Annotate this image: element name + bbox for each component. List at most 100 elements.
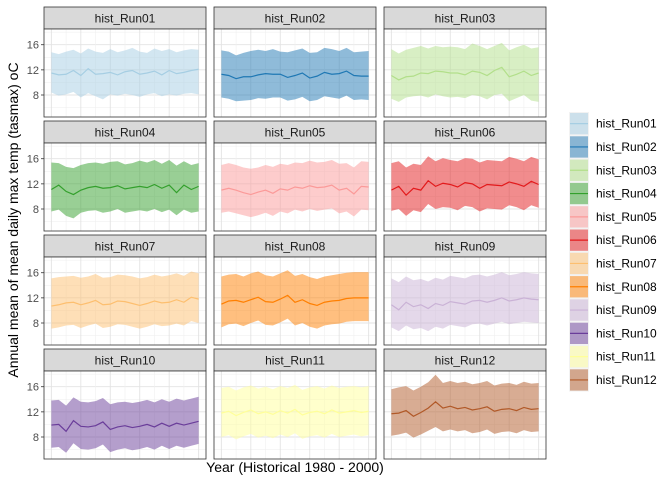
facet-strip-label: hist_Run08 bbox=[265, 240, 326, 254]
legend-label: hist_Run04 bbox=[596, 187, 657, 201]
y-axis-title: Annual mean of mean daily max temp (tasm… bbox=[5, 62, 21, 377]
y-tick-label: 8 bbox=[33, 90, 39, 102]
legend-item-hist_Run09: hist_Run09 bbox=[569, 298, 657, 322]
facet-strip-label: hist_Run10 bbox=[95, 354, 156, 368]
y-tick-label: 16 bbox=[27, 154, 39, 166]
facet-strip-label: hist_Run06 bbox=[435, 126, 496, 140]
mean-line-hist_Run01 bbox=[51, 67, 199, 77]
range-ribbon-hist_Run03 bbox=[391, 42, 539, 102]
panel-border bbox=[213, 256, 377, 346]
panel-border bbox=[383, 142, 547, 232]
facet-panels: hist_Run01 8 12 16 hist_Run02 hist_Run03 hist_… bbox=[27, 6, 547, 460]
mean-line-hist_Run11 bbox=[221, 408, 369, 417]
x-axis-title: Year (Historical 1980 - 2000) bbox=[206, 459, 384, 475]
facet-hist_Run01: hist_Run01 8 12 16 bbox=[27, 6, 207, 118]
legend-label: hist_Run02 bbox=[596, 140, 657, 154]
facet-hist_Run03: hist_Run03 bbox=[383, 6, 547, 118]
legend-item-hist_Run11: hist_Run11 bbox=[569, 345, 656, 369]
mean-line-hist_Run06 bbox=[391, 179, 539, 197]
facet-strip-label: hist_Run03 bbox=[435, 12, 496, 26]
range-ribbon-hist_Run05 bbox=[221, 159, 369, 218]
legend-label: hist_Run10 bbox=[596, 326, 657, 340]
panel-border bbox=[43, 256, 207, 346]
range-ribbon-hist_Run10 bbox=[51, 396, 199, 453]
range-ribbon-hist_Run12 bbox=[391, 374, 539, 438]
facet-hist_Run12: hist_Run12 bbox=[383, 348, 547, 460]
legend-item-hist_Run04: hist_Run04 bbox=[569, 181, 657, 206]
y-tick-label: 8 bbox=[33, 432, 39, 444]
y-tick-label: 8 bbox=[33, 318, 39, 330]
panel-border bbox=[383, 256, 547, 346]
legend-item-hist_Run01: hist_Run01 bbox=[569, 112, 657, 136]
panel-border bbox=[43, 370, 207, 460]
y-tick-label: 12 bbox=[27, 179, 39, 191]
y-tick-label: 16 bbox=[27, 382, 39, 394]
legend-label: hist_Run11 bbox=[596, 350, 656, 364]
mean-line-hist_Run12 bbox=[391, 401, 539, 417]
facet-strip-label: hist_Run09 bbox=[435, 240, 496, 254]
panel-border bbox=[43, 142, 207, 232]
facet-hist_Run09: hist_Run09 bbox=[383, 234, 547, 346]
panel-border bbox=[383, 370, 547, 460]
legend-label: hist_Run09 bbox=[596, 303, 657, 317]
facet-hist_Run10: hist_Run10 8 12 16 bbox=[27, 348, 207, 460]
y-tick-label: 16 bbox=[27, 268, 39, 280]
mean-line-hist_Run05 bbox=[221, 184, 369, 196]
range-ribbon-hist_Run08 bbox=[221, 270, 369, 329]
facet-hist_Run02: hist_Run02 bbox=[213, 6, 377, 118]
legend-item-hist_Run03: hist_Run03 bbox=[569, 158, 657, 182]
legend-label: hist_Run03 bbox=[596, 163, 657, 177]
facet-strip-label: hist_Run01 bbox=[95, 12, 156, 26]
facet-hist_Run11: hist_Run11 bbox=[213, 348, 377, 460]
range-ribbon-hist_Run01 bbox=[51, 47, 199, 100]
facet-strip-label: hist_Run07 bbox=[95, 240, 156, 254]
facet-hist_Run06: hist_Run06 bbox=[383, 120, 547, 232]
mean-line-hist_Run08 bbox=[221, 294, 369, 307]
facet-strip-label: hist_Run05 bbox=[265, 126, 326, 140]
range-ribbon-hist_Run02 bbox=[221, 47, 369, 102]
legend-label: hist_Run08 bbox=[596, 280, 657, 294]
facet-strip-label: hist_Run02 bbox=[265, 12, 326, 26]
mean-line-hist_Run10 bbox=[51, 419, 199, 433]
legend-item-hist_Run08: hist_Run08 bbox=[569, 275, 657, 299]
facet-strip-label: hist_Run11 bbox=[265, 354, 325, 368]
panel-border bbox=[213, 142, 377, 232]
panel-border bbox=[383, 28, 547, 118]
y-tick-label: 12 bbox=[27, 65, 39, 77]
range-ribbon-hist_Run09 bbox=[391, 272, 539, 332]
facet-hist_Run05: hist_Run05 bbox=[213, 120, 377, 232]
range-ribbon-hist_Run06 bbox=[391, 156, 539, 216]
facet-hist_Run04: hist_Run04 8 12 16 bbox=[27, 120, 207, 232]
legend-item-hist_Run07: hist_Run07 bbox=[569, 251, 657, 276]
facet-strip-label: hist_Run04 bbox=[95, 126, 156, 140]
facet-hist_Run08: hist_Run08 bbox=[213, 234, 377, 346]
panel-border bbox=[213, 370, 377, 460]
y-tick-label: 12 bbox=[27, 293, 39, 305]
mean-line-hist_Run04 bbox=[51, 183, 199, 196]
legend-item-hist_Run02: hist_Run02 bbox=[569, 135, 657, 159]
range-ribbon-hist_Run11 bbox=[221, 384, 369, 440]
y-tick-label: 12 bbox=[27, 407, 39, 419]
legend: hist_Run01 hist_Run02 hist_Run03 hist_Run04… bbox=[569, 112, 657, 392]
mean-line-hist_Run07 bbox=[51, 296, 199, 307]
mean-line-hist_Run09 bbox=[391, 297, 539, 311]
y-tick-label: 16 bbox=[27, 40, 39, 52]
panel-border bbox=[43, 28, 207, 118]
legend-item-hist_Run05: hist_Run05 bbox=[569, 205, 657, 229]
legend-label: hist_Run06 bbox=[596, 233, 657, 247]
mean-line-hist_Run02 bbox=[221, 70, 369, 80]
legend-label: hist_Run01 bbox=[596, 117, 657, 131]
facet-hist_Run07: hist_Run07 8 12 16 bbox=[27, 234, 207, 346]
y-tick-label: 8 bbox=[33, 204, 39, 216]
legend-label: hist_Run12 bbox=[596, 373, 657, 387]
legend-item-hist_Run10: hist_Run10 bbox=[569, 321, 657, 345]
legend-item-hist_Run06: hist_Run06 bbox=[569, 228, 657, 252]
legend-label: hist_Run07 bbox=[596, 256, 657, 270]
panel-border bbox=[213, 28, 377, 118]
facet-strip-label: hist_Run12 bbox=[435, 354, 496, 368]
legend-label: hist_Run05 bbox=[596, 210, 657, 224]
legend-item-hist_Run12: hist_Run12 bbox=[569, 368, 657, 392]
mean-line-hist_Run03 bbox=[391, 66, 539, 81]
range-ribbon-hist_Run07 bbox=[51, 271, 199, 329]
